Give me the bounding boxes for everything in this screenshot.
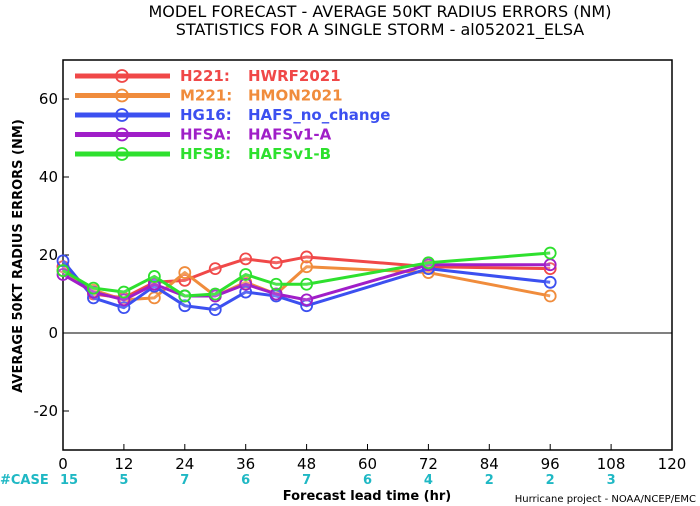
data-point <box>178 266 192 279</box>
case-row-label: #CASE <box>0 473 49 488</box>
y-tick-label: 0 <box>48 324 58 342</box>
data-point <box>208 287 222 301</box>
y-tick-label: -20 <box>34 402 59 420</box>
y-tick-label: 60 <box>39 90 58 108</box>
data-point <box>543 275 557 289</box>
data-point <box>543 246 557 260</box>
x-tick-label: 12 <box>114 455 133 473</box>
data-point <box>117 285 131 299</box>
data-point <box>56 254 70 268</box>
x-tick-label: 84 <box>480 455 499 473</box>
data-point <box>178 299 192 313</box>
series-line <box>61 259 551 312</box>
legend-name: HMON2021 <box>248 87 343 105</box>
x-tick-label: 48 <box>297 455 316 473</box>
data-point <box>178 289 192 303</box>
data-point <box>147 291 161 305</box>
data-point <box>269 277 283 291</box>
data-point <box>208 262 222 276</box>
case-count: 6 <box>241 473 250 488</box>
x-tick-label: 24 <box>175 455 194 473</box>
legend-code: HG16: <box>180 106 232 124</box>
data-point <box>269 287 283 301</box>
legend-marker <box>115 147 129 161</box>
legend-code: M221: <box>180 87 232 105</box>
data-point <box>300 293 314 307</box>
x-tick-label: 108 <box>597 455 626 473</box>
legend-name: HAFS_no_change <box>248 106 390 124</box>
data-point <box>421 256 435 270</box>
case-count: 2 <box>485 473 494 488</box>
series-line <box>62 263 551 302</box>
legend-name: HAFSv1-B <box>248 145 331 163</box>
series-HAFS_no_change <box>56 254 557 317</box>
case-count-row: #CASE 15 5 7 6 7 6 4 2 2 3 <box>0 473 616 488</box>
legend-item: M221: HMON2021 <box>75 87 343 105</box>
data-point <box>543 258 557 272</box>
x-tick-label: 120 <box>658 455 687 473</box>
data-point <box>147 270 161 283</box>
legend: H221: HWRF2021 M221: HMON2021 HG16: HAFS_no_c… <box>75 67 390 163</box>
legend-marker <box>115 88 129 103</box>
data-point <box>239 268 253 281</box>
x-tick-label: 60 <box>358 455 377 473</box>
case-count: 2 <box>546 473 555 488</box>
y-tick-label: 20 <box>39 246 58 264</box>
case-count: 6 <box>363 473 372 488</box>
legend-item: HFSA: HAFSv1-A <box>75 126 332 144</box>
y-axis: -20 0 20 40 60 <box>34 90 69 420</box>
legend-marker <box>115 108 129 122</box>
case-count: 5 <box>119 473 128 488</box>
data-point <box>56 264 70 278</box>
x-tick-label: 96 <box>541 455 560 473</box>
legend-marker <box>115 127 129 142</box>
series-line <box>62 251 551 298</box>
data-point <box>300 260 314 274</box>
credit-text: Hurricane project - NOAA/NCEP/EMC <box>515 494 696 505</box>
series-layer <box>56 246 557 317</box>
y-axis-label: AVERAGE 50KT RADIUS ERRORS (NM) <box>11 119 26 393</box>
case-count: 7 <box>302 473 311 488</box>
series-HAFSv1-B <box>56 246 557 303</box>
x-tick-label: 36 <box>236 455 255 473</box>
data-point <box>269 256 283 270</box>
x-tick-label: 0 <box>58 455 68 473</box>
legend-item: HG16: HAFS_no_change <box>75 106 390 124</box>
data-point <box>300 277 314 291</box>
data-point <box>239 277 253 291</box>
legend-code: H221: <box>180 67 230 85</box>
data-point <box>300 250 314 264</box>
data-point <box>87 281 100 295</box>
y-tick-label: 40 <box>39 168 58 186</box>
case-count: 15 <box>60 473 78 488</box>
legend-code: HFSB: <box>180 145 231 163</box>
x-axis-label: Forecast lead time (hr) <box>283 489 451 504</box>
legend-item: H221: HWRF2021 <box>75 67 341 85</box>
case-count: 3 <box>607 473 616 488</box>
legend-item: HFSB: HAFSv1-B <box>75 145 331 163</box>
case-count: 4 <box>424 473 433 488</box>
legend-marker <box>115 69 129 83</box>
legend-name: HAFSv1-A <box>248 126 332 144</box>
x-axis: 0 12 24 36 48 60 72 84 96 108 120 <box>58 444 686 473</box>
data-point <box>239 252 253 266</box>
data-point <box>208 303 222 317</box>
chart-subtitle: STATISTICS FOR A SINGLE STORM - al052021… <box>176 20 585 40</box>
case-count: 7 <box>180 473 189 488</box>
legend-name: HWRF2021 <box>248 67 341 85</box>
x-tick-label: 72 <box>419 455 438 473</box>
data-point <box>543 289 557 303</box>
chart-title: MODEL FORECAST - AVERAGE 50KT RADIUS ERR… <box>149 2 612 21</box>
legend-code: HFSA: <box>180 126 232 144</box>
